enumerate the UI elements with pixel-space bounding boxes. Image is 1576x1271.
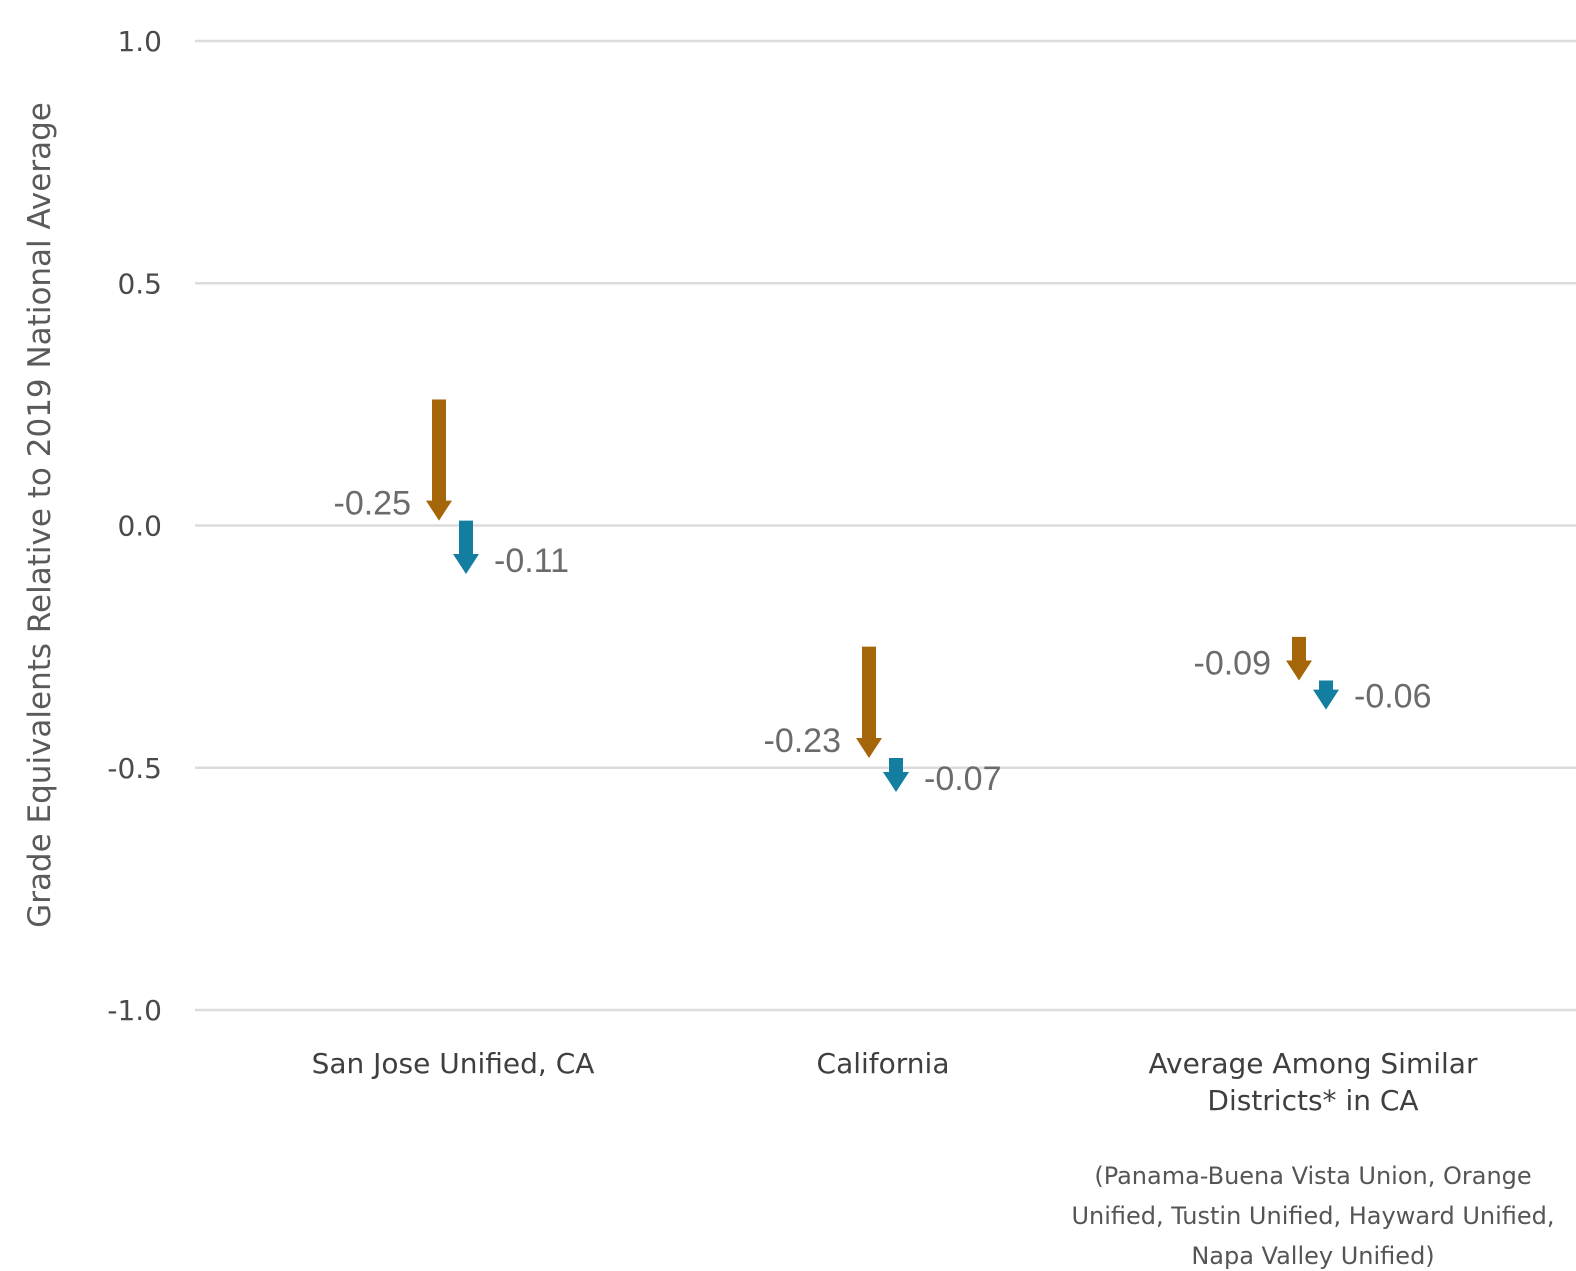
arrow-series-1-cat-2 bbox=[1313, 680, 1339, 710]
arrow-series-0-cat-0 bbox=[426, 399, 452, 521]
y-tick-label: 1.0 bbox=[117, 25, 162, 58]
y-tick-label: -0.5 bbox=[107, 752, 162, 785]
category-label: San Jose Unified, CA bbox=[312, 1047, 595, 1080]
category-label: California bbox=[817, 1047, 950, 1080]
arrows bbox=[426, 399, 1339, 792]
data-labels: -0.25 -0.23 -0.09 -0.11 -0.07 -0.06 bbox=[334, 485, 1432, 798]
category-note: (Panama-Buena Vista Union, Orange bbox=[1094, 1162, 1531, 1190]
data-label-series-1-cat-1: -0.07 bbox=[924, 760, 1002, 798]
category-note: Napa Valley Unified) bbox=[1191, 1242, 1434, 1270]
y-tick-label: 0.0 bbox=[117, 510, 162, 543]
y-axis-ticks: 1.0 0.5 0.0 -0.5 -1.0 bbox=[107, 25, 162, 1027]
y-tick-label: -1.0 bbox=[107, 994, 162, 1027]
arrow-series-0-cat-2 bbox=[1286, 636, 1312, 681]
x-axis-categories: San Jose Unified, CA California Average Am… bbox=[312, 1047, 1555, 1270]
category-label: Districts* in CA bbox=[1207, 1084, 1418, 1117]
gridlines bbox=[195, 39, 1576, 1012]
category-note: Unified, Tustin Unified, Hayward Unified… bbox=[1071, 1202, 1554, 1230]
y-axis-label: Grade Equivalents Relative to 2019 Natio… bbox=[22, 102, 58, 928]
data-label-series-0-cat-1: -0.23 bbox=[764, 722, 842, 760]
y-tick-label: 0.5 bbox=[117, 267, 162, 300]
data-label-series-1-cat-0: -0.11 bbox=[494, 542, 569, 580]
category-label: Average Among Similar bbox=[1149, 1047, 1478, 1080]
arrow-series-0-cat-1 bbox=[856, 646, 882, 759]
arrow-series-1-cat-0 bbox=[453, 520, 479, 574]
data-label-series-0-cat-0: -0.25 bbox=[334, 485, 412, 523]
data-label-series-1-cat-2: -0.06 bbox=[1354, 678, 1432, 716]
data-label-series-0-cat-2: -0.09 bbox=[1194, 645, 1272, 683]
arrow-series-1-cat-1 bbox=[883, 758, 909, 792]
